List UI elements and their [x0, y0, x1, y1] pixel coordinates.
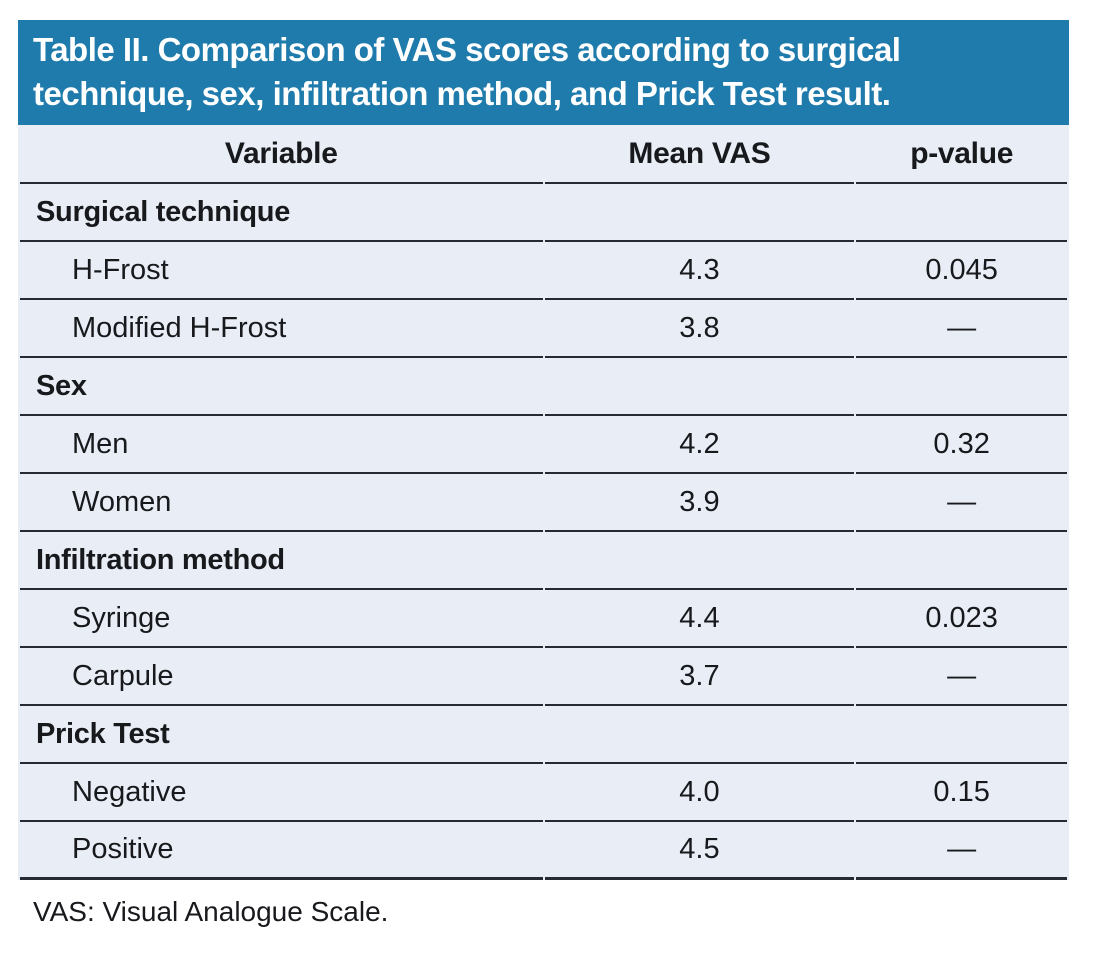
mean-vas-cell: 4.0 — [544, 764, 855, 823]
p-value-cell: 0.045 — [856, 242, 1067, 301]
table-title: Table II. Comparison of VAS scores accor… — [18, 20, 1069, 126]
section-label: Sex — [20, 358, 543, 417]
column-header-row: Variable Mean VAS p-value — [20, 125, 1067, 185]
data-row-modified-h-frost: Modified H-Frost 3.8 — — [20, 300, 1067, 359]
table-footnote: VAS: Visual Analogue Scale. — [33, 896, 389, 928]
section-row-infiltration-method: Infiltration method — [20, 532, 1067, 591]
mean-vas-cell: 4.3 — [544, 242, 855, 301]
section-row-sex: Sex — [20, 358, 1067, 417]
data-row-positive: Positive 4.5 — — [20, 822, 1067, 881]
variable-cell: Syringe — [20, 590, 543, 649]
empty-cell — [856, 184, 1067, 243]
p-value-cell: — — [856, 648, 1067, 707]
data-row-carpule: Carpule 3.7 — — [20, 648, 1067, 707]
empty-cell — [856, 532, 1067, 591]
variable-cell: Positive — [20, 822, 543, 881]
mean-vas-cell: 4.5 — [544, 822, 855, 881]
table-title-text: Table II. Comparison of VAS scores accor… — [33, 31, 901, 112]
variable-cell: Men — [20, 416, 543, 475]
p-value-cell: 0.023 — [856, 590, 1067, 649]
mean-vas-cell: 3.9 — [544, 474, 855, 533]
mean-vas-cell: 4.2 — [544, 416, 855, 475]
variable-cell: Women — [20, 474, 543, 533]
variable-cell: Modified H-Frost — [20, 300, 543, 359]
empty-cell — [544, 532, 855, 591]
empty-cell — [544, 358, 855, 417]
variable-cell: Negative — [20, 764, 543, 823]
empty-cell — [544, 184, 855, 243]
column-header-mean-vas: Mean VAS — [544, 125, 855, 185]
section-row-surgical-technique: Surgical technique — [20, 184, 1067, 243]
vas-comparison-table: Variable Mean VAS p-value Surgical techn… — [18, 125, 1069, 881]
data-row-h-frost: H-Frost 4.3 0.045 — [20, 242, 1067, 301]
empty-cell — [856, 706, 1067, 765]
section-row-prick-test: Prick Test — [20, 706, 1067, 765]
section-label: Prick Test — [20, 706, 543, 765]
p-value-cell: 0.15 — [856, 764, 1067, 823]
section-label: Infiltration method — [20, 532, 543, 591]
mean-vas-cell: 3.8 — [544, 300, 855, 359]
variable-cell: Carpule — [20, 648, 543, 707]
p-value-cell: 0.32 — [856, 416, 1067, 475]
section-label: Surgical technique — [20, 184, 543, 243]
mean-vas-cell: 4.4 — [544, 590, 855, 649]
data-row-negative: Negative 4.0 0.15 — [20, 764, 1067, 823]
p-value-cell: — — [856, 822, 1067, 881]
table-figure: Table II. Comparison of VAS scores accor… — [18, 20, 1069, 928]
empty-cell — [856, 358, 1067, 417]
empty-cell — [544, 706, 855, 765]
mean-vas-cell: 3.7 — [544, 648, 855, 707]
data-row-women: Women 3.9 — — [20, 474, 1067, 533]
p-value-cell: — — [856, 300, 1067, 359]
column-header-variable: Variable — [20, 125, 543, 185]
column-header-p-value: p-value — [856, 125, 1067, 185]
data-row-syringe: Syringe 4.4 0.023 — [20, 590, 1067, 649]
p-value-cell: — — [856, 474, 1067, 533]
variable-cell: H-Frost — [20, 242, 543, 301]
data-row-men: Men 4.2 0.32 — [20, 416, 1067, 475]
